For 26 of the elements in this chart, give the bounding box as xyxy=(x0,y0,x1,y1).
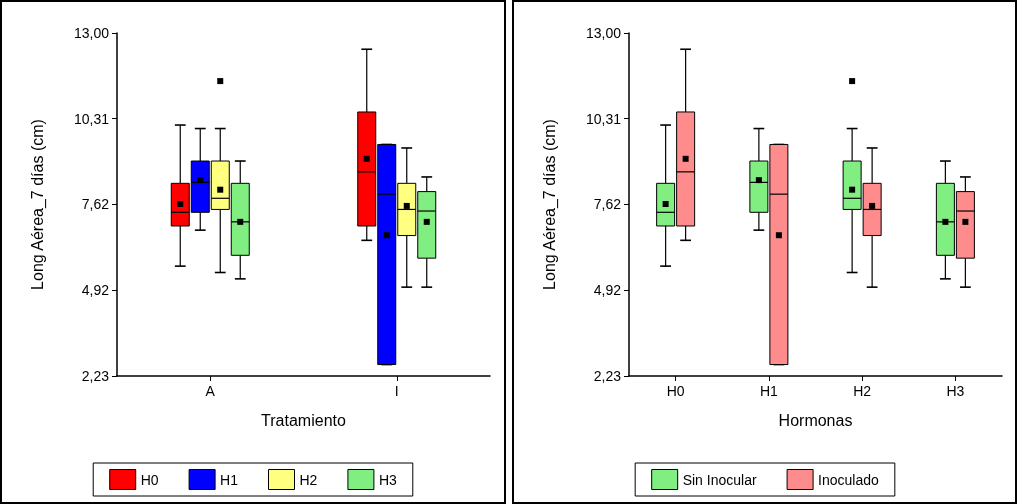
legend-label: Inoculado xyxy=(817,471,879,488)
y-tick-label: 13,00 xyxy=(585,25,621,41)
y-tick-label: 10,31 xyxy=(585,110,621,127)
y-axis-title: Long Aérea_7 días (cm) xyxy=(28,119,47,290)
y-tick-label: 2,23 xyxy=(81,368,110,384)
y-axis-title: Long Aérea_7 días (cm) xyxy=(540,119,558,290)
legend-label: H2 xyxy=(299,471,318,488)
x-tick-label: H1 xyxy=(759,383,778,399)
x-tick-label: H0 xyxy=(666,383,685,399)
y-tick-label: 4,92 xyxy=(81,282,110,299)
legend-label: H0 xyxy=(140,471,159,488)
legend-label: H3 xyxy=(378,471,398,488)
y-tick-label: 13,00 xyxy=(73,25,110,41)
legend-label: Sin Inocular xyxy=(682,471,757,488)
x-axis-title: Tratamiento xyxy=(261,411,346,429)
x-axis-title: Hormonas xyxy=(778,411,852,429)
y-tick-label: 10,31 xyxy=(73,110,110,127)
y-tick-label: 4,92 xyxy=(593,282,621,299)
x-tick-label: A xyxy=(205,383,216,399)
legend-label: H1 xyxy=(220,471,239,488)
x-tick-label: H2 xyxy=(852,383,871,399)
x-tick-label: I xyxy=(394,383,399,399)
x-tick-label: H3 xyxy=(945,383,965,399)
y-tick-label: 2,23 xyxy=(593,368,621,384)
y-tick-label: 7,62 xyxy=(593,196,621,213)
y-tick-label: 7,62 xyxy=(81,196,110,213)
